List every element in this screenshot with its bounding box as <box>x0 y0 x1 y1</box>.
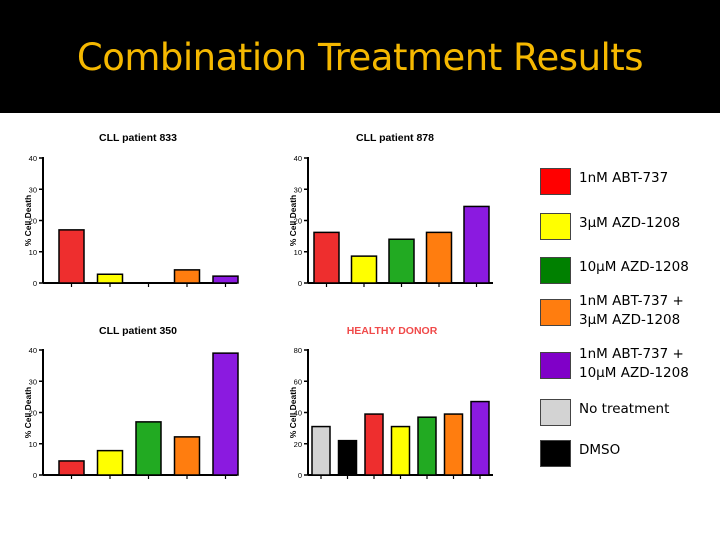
y-tick-label: 40 <box>294 154 302 163</box>
y-tick-label: 60 <box>294 377 302 386</box>
bar: 1nM ABT-737 + 10µM AZD-1208: 39 <box>212 352 239 476</box>
bar: 1nM ABT-737: 16.2 <box>313 231 340 284</box>
legend-swatch <box>540 257 571 284</box>
y-tick-label: 0 <box>298 279 302 288</box>
y-tick-label: 10 <box>29 440 37 449</box>
y-tick-label: 30 <box>29 377 37 386</box>
legend-label: 1nM ABT-737 <box>579 170 669 186</box>
y-tick-label: 0 <box>298 471 302 480</box>
y-tick-label: 40 <box>294 409 302 418</box>
y-tick-label: 20 <box>29 217 37 226</box>
bar: 10µM AZD-1208: 14 <box>388 238 415 284</box>
y-tick-label: 40 <box>29 346 37 355</box>
chart-4: HEALTHY DONOR 0 20 40 60 80 % Cell Death No tre… <box>288 325 493 480</box>
y-tick-label: 20 <box>29 409 37 418</box>
legend-swatch <box>540 352 571 379</box>
bar: 1nM ABT-737 + 10µM AZD-1208: 47 <box>470 400 490 476</box>
title-bar: Combination Treatment Results <box>0 0 720 113</box>
bar: 3µM AZD-1208: 8.6 <box>350 255 378 284</box>
bar: 1nM ABT-737: 17 <box>58 229 85 284</box>
y-axis-label: % Cell Death <box>23 195 33 247</box>
chart-title: CLL patient 833 <box>99 132 177 144</box>
bar: 3µM AZD-1208: 2.8 <box>96 273 124 284</box>
y-tick-label: 20 <box>294 440 302 449</box>
chart-title: CLL patient 350 <box>99 325 177 337</box>
legend-label: 10µM AZD-1208 <box>579 259 689 275</box>
y-tick-label: 40 <box>29 154 37 163</box>
chart-1: CLL patient 833 0 10 20 30 40 % Cell Death 1nM … <box>23 132 239 288</box>
legend-swatch <box>540 299 571 326</box>
bar: 10µM AZD-1208: 37 <box>417 416 437 476</box>
legend-label: No treatment <box>579 401 670 417</box>
legend-swatch <box>540 440 571 467</box>
chart-title: CLL patient 878 <box>356 132 434 144</box>
y-tick-label: 0 <box>33 471 37 480</box>
y-tick-label: 10 <box>294 248 302 257</box>
bar: 3µM AZD-1208: 31 <box>390 425 411 476</box>
legend-label: DMSO <box>579 442 621 458</box>
bar: 1nM ABT-737 + 10µM AZD-1208: 24.5 <box>463 205 490 284</box>
legend-label: 3µM AZD-1208 <box>579 215 681 231</box>
legend-label: 1nM ABT-737 + 3µM AZD-1208 <box>579 293 684 328</box>
bar: No treatment: 31 <box>311 425 331 476</box>
slide-title: Combination Treatment Results <box>76 36 644 79</box>
bar: DMSO: 22 <box>337 439 358 476</box>
bar: 1nM ABT-737 + 3µM AZD-1208: 16.2 <box>425 231 453 284</box>
y-axis-label: % Cell Death <box>288 387 298 439</box>
y-tick-label: 30 <box>29 185 37 194</box>
y-axis-label: % Cell Death <box>288 195 298 247</box>
chart-3: CLL patient 350 0 10 20 30 40 % Cell Death 1nM … <box>23 325 239 480</box>
chart-title: HEALTHY DONOR <box>347 325 438 337</box>
bar: 3µM AZD-1208: 7.8 <box>96 449 124 476</box>
legend-label: 1nM ABT-737 + 10µM AZD-1208 <box>579 346 689 381</box>
legend-swatch <box>540 168 571 195</box>
legend-swatch <box>540 213 571 240</box>
y-tick-label: 20 <box>294 217 302 226</box>
bar: 1nM ABT-737 + 3µM AZD-1208: 4.2 <box>173 269 201 284</box>
legend-swatch <box>540 399 571 426</box>
chart-2: CLL patient 878 0 10 20 30 40 % Cell Death 1nM … <box>288 132 493 288</box>
bar: 1nM ABT-737: 4.5 <box>58 460 85 476</box>
y-tick-label: 30 <box>294 185 302 194</box>
y-tick-label: 80 <box>294 346 302 355</box>
y-tick-label: 0 <box>33 279 37 288</box>
bar: 10µM AZD-1208: 17 <box>135 421 162 476</box>
y-tick-label: 10 <box>29 248 37 257</box>
bar: 1nM ABT-737: 39 <box>364 413 384 476</box>
bar: 1nM ABT-737 + 3µM AZD-1208: 39 <box>443 413 464 476</box>
bar: 1nM ABT-737 + 3µM AZD-1208: 12.2 <box>173 436 201 476</box>
y-axis-label: % Cell Death <box>23 387 33 439</box>
bar: 1nM ABT-737 + 10µM AZD-1208: 2.2 <box>212 275 239 284</box>
